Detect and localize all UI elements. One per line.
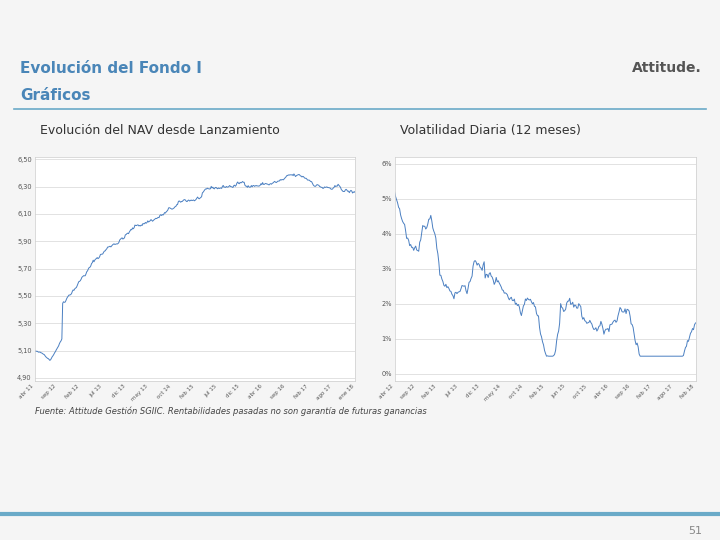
Text: 51: 51 [688,525,702,536]
Text: Evolución del NAV desde Lanzamiento: Evolución del NAV desde Lanzamiento [40,124,279,138]
Text: Attitude.: Attitude. [632,61,702,75]
Text: Evolución del Fondo I: Evolución del Fondo I [20,60,202,76]
Text: Gráficos: Gráficos [20,87,91,103]
Text: Volatilidad Diaria (12 meses): Volatilidad Diaria (12 meses) [400,124,580,138]
Text: Fuente: Attitude Gestión SGIIC. Rentabilidades pasadas no son garantía de futura: Fuente: Attitude Gestión SGIIC. Rentabil… [35,407,426,416]
